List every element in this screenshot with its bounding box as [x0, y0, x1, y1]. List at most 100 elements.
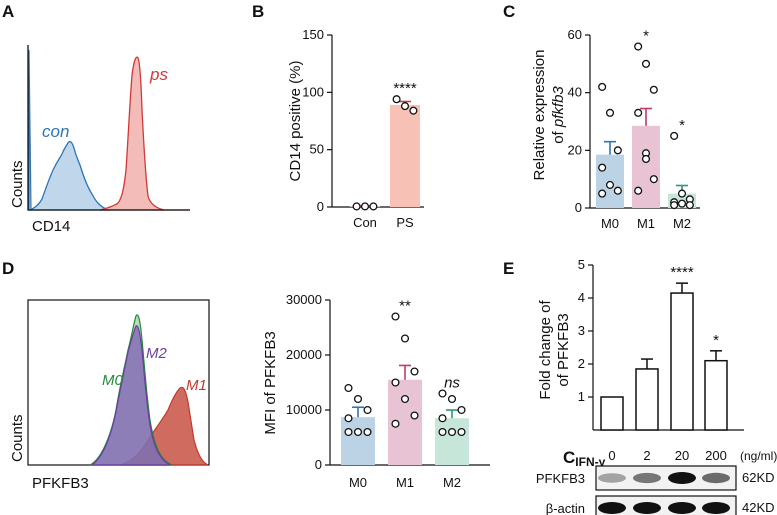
- data-point: [391, 378, 400, 387]
- panel-d2: MFI of PFKFB3 0 10000 20000 30000 M0 M1 ** M2 n…: [262, 292, 490, 490]
- data-point: [670, 201, 679, 210]
- data-point: [457, 427, 466, 437]
- data-point: [598, 163, 607, 172]
- y-tick-label: 4: [578, 290, 585, 305]
- y-tick-label: 150: [302, 27, 324, 42]
- data-point: [353, 427, 363, 437]
- y-tick-label: 0: [575, 200, 582, 215]
- data-point: [391, 312, 400, 321]
- data-point: [613, 186, 622, 195]
- data-point: [641, 154, 651, 164]
- hist-con-spike: [28, 49, 32, 211]
- panel-label-e: E: [503, 259, 514, 278]
- data-point: [447, 394, 457, 404]
- e-x-prefix-main: C: [563, 448, 575, 467]
- x-tick-label: M1: [396, 475, 414, 490]
- e-ylabel-line2: of PFKFB3: [555, 313, 572, 386]
- panel-c: Relative expression of pfkfb3 0 20 40 60 M0…: [531, 27, 700, 231]
- hist-m2-curve: [90, 325, 171, 466]
- significance-label: ns: [444, 375, 460, 392]
- data-point: [352, 202, 361, 211]
- data-point: [353, 394, 363, 404]
- y-tick-label: 50: [310, 142, 324, 157]
- bar: [632, 125, 660, 208]
- hist-d-ylabel: Counts: [9, 414, 26, 462]
- data-point: [360, 202, 370, 211]
- x-tick-label: PS: [396, 215, 414, 230]
- data-point: [677, 189, 687, 198]
- significance-label: ****: [670, 264, 694, 281]
- y-tick-label: 100: [302, 84, 324, 99]
- blot-band: [702, 472, 730, 484]
- x-tick-label: M2: [673, 216, 691, 231]
- y-tick-label: 0: [315, 457, 322, 472]
- data-point: [677, 199, 687, 208]
- panel-d: M0 M2 M1 Counts PFKFB3: [9, 299, 210, 492]
- data-point: [344, 383, 353, 393]
- legend-ps-label: ps: [149, 65, 168, 84]
- blot-band: [633, 502, 661, 514]
- y-tick-label: 30000: [286, 292, 322, 307]
- c-ylabel-line2: of pfkfb3: [550, 86, 567, 144]
- data-point: [438, 414, 447, 423]
- data-point: [634, 42, 643, 51]
- y-tick-label: 20000: [286, 347, 322, 362]
- data-point: [400, 102, 410, 111]
- data-point: [641, 59, 651, 68]
- data-point: [457, 405, 466, 415]
- data-point: [649, 85, 658, 94]
- data-point: [410, 411, 419, 420]
- data-point: [400, 394, 410, 404]
- y-tick-label: 20: [568, 142, 582, 157]
- x-tick-label: M1: [637, 216, 655, 231]
- data-point: [649, 175, 658, 184]
- data-point: [634, 186, 643, 195]
- data-point: [369, 202, 378, 211]
- hist-a-xlabel: CD14: [32, 218, 70, 235]
- legend-con-label: con: [42, 122, 69, 141]
- d2-ylabel: MFI of PFKFB3: [262, 331, 279, 434]
- bar: [341, 417, 375, 465]
- data-point: [400, 334, 410, 343]
- data-point: [447, 427, 457, 437]
- data-point: [391, 419, 400, 428]
- e-x-unit: (ng/ml): [740, 449, 777, 463]
- significance-label: ****: [393, 80, 417, 97]
- hist-ps-curve: [99, 56, 190, 211]
- c-ylabel-prefix: of: [550, 127, 567, 144]
- data-point: [634, 108, 643, 117]
- hist-con-curve: [29, 141, 111, 211]
- c-ylabel-italic: pfkfb3: [550, 86, 567, 129]
- y-tick-label: 60: [568, 27, 582, 42]
- significance-label: *: [679, 117, 685, 134]
- blot-band: [633, 472, 661, 484]
- blot-size-label: 42KD: [742, 500, 775, 515]
- hist-a-ylabel: Counts: [9, 160, 26, 208]
- blot-frame: [595, 495, 737, 515]
- x-tick-label: M0: [601, 216, 619, 231]
- y-tick-label: 10000: [286, 402, 322, 417]
- y-tick-label: 1: [578, 389, 585, 404]
- panel-a: con ps Counts CD14: [9, 45, 190, 235]
- data-point: [598, 82, 607, 91]
- blot-size-label: 62KD: [742, 470, 775, 485]
- data-point: [363, 405, 372, 415]
- bar: [670, 292, 694, 431]
- y-tick-label: 3: [578, 323, 585, 338]
- panel-b: CD14 positive (%) 0 50 100 150 Con PS ****: [287, 27, 424, 230]
- blot-band: [598, 473, 626, 483]
- blot-band: [668, 502, 696, 514]
- data-point: [670, 131, 679, 140]
- data-point: [438, 389, 447, 398]
- panel-label-d: D: [2, 259, 14, 278]
- y-tick-label: 2: [578, 356, 585, 371]
- x-tick-label: 2: [643, 448, 650, 463]
- hist-d-xlabel: PFKFB3: [32, 475, 89, 492]
- data-point: [392, 95, 401, 104]
- hist-m2-label: M2: [146, 345, 167, 362]
- hist-m0-label: M0: [102, 372, 123, 389]
- panel-label-c: C: [503, 2, 515, 21]
- x-tick-label: Con: [353, 215, 377, 230]
